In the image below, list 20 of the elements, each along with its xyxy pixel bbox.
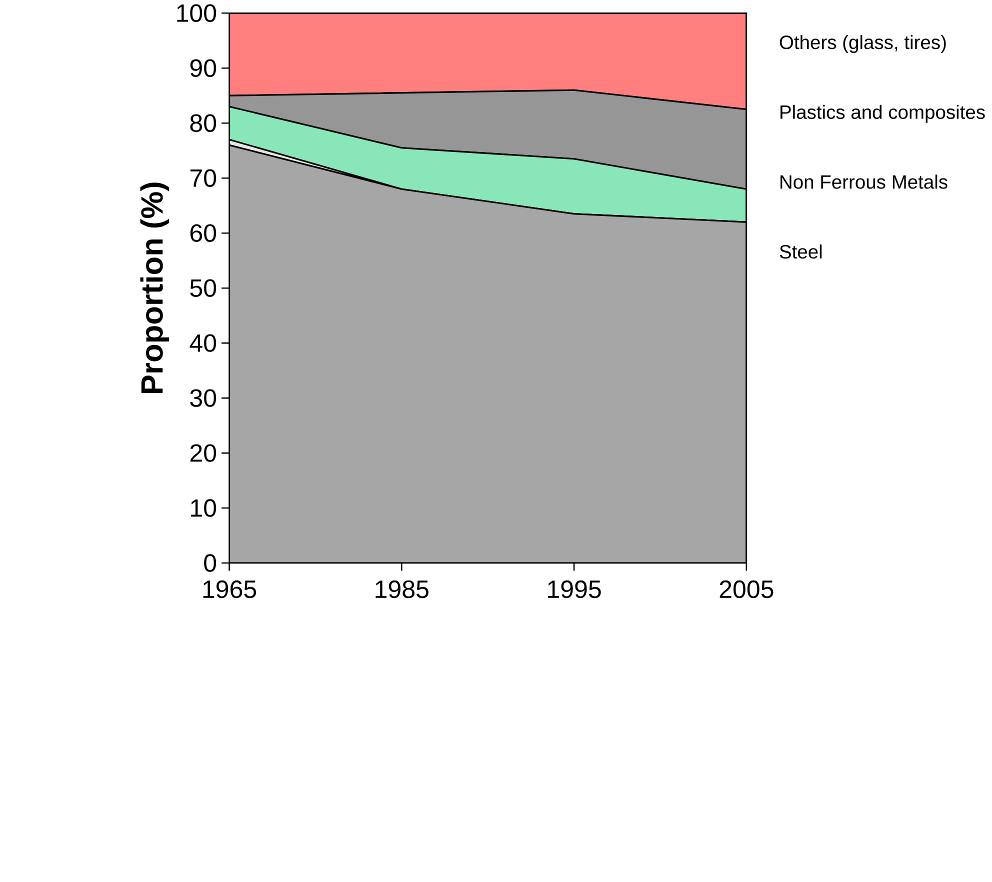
x-tick-label: 1965: [203, 580, 256, 598]
y-tick-label: 70: [190, 169, 216, 187]
y-tick-label: 80: [190, 114, 216, 132]
y-tick-label: 100: [177, 4, 216, 22]
y-tick-label: 90: [190, 59, 216, 77]
series-label: Plastics and composites: [780, 104, 985, 123]
x-tick-label: 1985: [376, 580, 428, 598]
y-tick-label: 50: [190, 279, 216, 297]
y-axis-title: Proportion (%): [140, 182, 170, 394]
y-tick-label: 30: [190, 389, 216, 407]
y-tick-label: 40: [190, 334, 216, 352]
series-label: Others (glass, tires): [780, 35, 946, 53]
y-tick-label: 10: [191, 499, 216, 517]
series-label: Steel: [780, 244, 822, 259]
y-tick-label: 20: [190, 444, 216, 462]
x-tick-label: 2005: [720, 580, 774, 598]
x-tick-label: 1995: [548, 580, 601, 598]
series-label: Non Ferrous Metals: [780, 174, 948, 189]
y-tick-label: 60: [190, 224, 216, 242]
y-tick-label: 0: [204, 554, 216, 572]
